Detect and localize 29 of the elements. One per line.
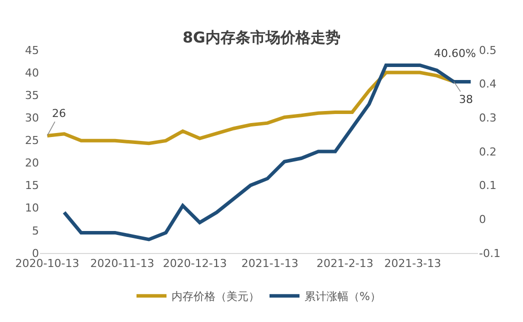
x-tick-label: 2020-12-13 [162, 257, 227, 270]
annotation: 38 [459, 93, 473, 106]
x-tick-label: 2021-2-13 [316, 257, 374, 270]
y-tick-label: 40 [25, 66, 39, 80]
x-tick-label: 2020-10-13 [15, 257, 80, 270]
legend-label: 累计涨幅（%） [304, 290, 381, 304]
x-tick-label: 2021-1-13 [241, 257, 298, 270]
legend-label: 内存价格（美元） [172, 290, 260, 304]
y-tick-label: 15 [25, 179, 39, 192]
y-tick-label: 45 [25, 44, 39, 57]
x-tick-label: 2021-3-13 [384, 257, 442, 270]
y2-tick-label: 0.5 [479, 44, 496, 57]
y-tick-label: 20 [25, 156, 39, 170]
y-tick-label: 5 [32, 224, 39, 238]
y2-tick-label: 0 [479, 213, 486, 226]
x-tick-label: 2020-11-13 [90, 257, 154, 270]
annotation: 40.60% [434, 47, 476, 60]
y-tick-label: 35 [25, 88, 39, 102]
y2-tick-label: 0.1 [479, 179, 496, 192]
y-tick-label: 25 [25, 134, 39, 148]
y-tick-label: 0 [32, 246, 39, 260]
y2-tick-label: 0.2 [479, 145, 496, 158]
y-tick-label: 10 [25, 202, 39, 215]
y2-tick-label: -0.1 [479, 246, 500, 260]
annotation: 26 [52, 107, 66, 120]
y-tick-label: 30 [25, 112, 39, 125]
y2-tick-label: 0.4 [479, 78, 496, 91]
chart-title: 8G内存条市场价格走势 [182, 28, 340, 47]
y2-tick-label: 0.3 [479, 112, 496, 125]
